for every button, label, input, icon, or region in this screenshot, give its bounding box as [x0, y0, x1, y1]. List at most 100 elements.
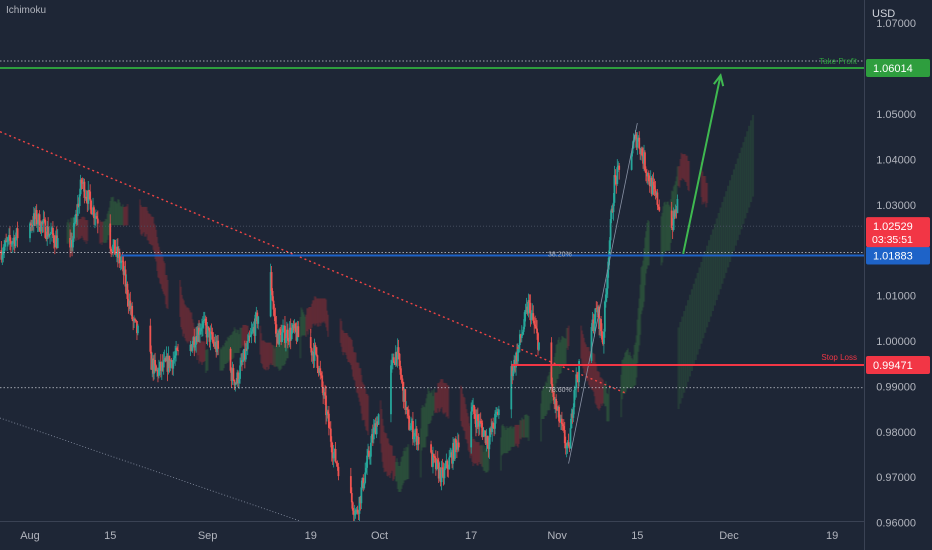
candle-body	[190, 344, 193, 351]
candle-body	[14, 236, 17, 247]
candle-body	[411, 420, 413, 427]
cloud-segment	[220, 347, 224, 371]
cloud-segment	[603, 385, 607, 407]
candle	[312, 342, 315, 369]
candle	[571, 409, 574, 424]
stop-loss-tag[interactable]: 0.99471	[866, 356, 930, 375]
candle-body	[250, 331, 253, 335]
candle-body	[2, 251, 5, 255]
price-tick-label: 1.01000	[876, 291, 916, 303]
candle	[395, 351, 398, 367]
cloud-segment	[309, 306, 312, 333]
candle	[176, 346, 178, 352]
cloud-segment	[122, 207, 125, 226]
candle-body	[560, 418, 562, 422]
cloud-segment	[166, 279, 169, 310]
candle	[413, 428, 416, 447]
cloud-segment	[435, 392, 439, 414]
candle-body	[369, 456, 371, 458]
cloud-segment	[510, 425, 513, 447]
candle	[75, 204, 78, 226]
candle	[538, 342, 540, 352]
cloud-segment	[202, 341, 206, 362]
candle	[440, 460, 443, 491]
candle-body	[3, 246, 6, 252]
candle	[449, 447, 452, 458]
candle-body	[56, 238, 59, 249]
cloud-segment	[225, 341, 228, 364]
candle-body	[450, 452, 453, 456]
candle-body	[558, 406, 560, 422]
cloud-segment	[301, 309, 304, 336]
candle	[533, 317, 536, 334]
cloud-segment	[484, 448, 487, 473]
candle	[605, 279, 608, 303]
cloud-segment	[349, 338, 353, 366]
indicator-label[interactable]: Ichimoku	[6, 5, 47, 16]
candle-body	[8, 235, 10, 239]
cloud-segment	[516, 424, 519, 447]
candle-body	[204, 318, 207, 326]
cloud-segment	[384, 433, 387, 472]
plot-area	[0, 60, 864, 521]
cloud-segment	[224, 340, 228, 365]
candle-body	[482, 431, 485, 437]
cloud-segment	[185, 307, 188, 342]
cloud-segment	[265, 342, 269, 368]
cloud-segment	[78, 218, 81, 239]
cloud-segment	[421, 405, 424, 448]
cloud-segment	[638, 298, 641, 346]
cloud-segment	[359, 368, 362, 406]
candle-body	[401, 378, 404, 383]
cloud-segment	[686, 300, 690, 382]
candle-body	[397, 347, 400, 354]
cloud-segment	[112, 196, 115, 226]
candle	[275, 315, 278, 347]
candle	[331, 442, 334, 465]
candle	[552, 390, 555, 401]
candle	[518, 345, 520, 353]
candle-body	[457, 442, 460, 448]
cloud-segment	[326, 310, 329, 331]
cloud-segment	[675, 176, 678, 199]
candle-body	[360, 487, 363, 504]
candles	[0, 129, 679, 521]
time-tick-label: Sep	[198, 530, 218, 542]
candle	[568, 444, 571, 452]
candle	[578, 358, 580, 387]
candle	[370, 428, 373, 443]
cloud-segment	[344, 332, 347, 353]
candle	[593, 314, 596, 337]
candle	[639, 148, 642, 160]
cloud-segment	[356, 362, 359, 394]
candle-body	[1, 254, 4, 260]
candle	[564, 436, 567, 455]
cloud-segment	[661, 212, 664, 263]
cloud-segment	[557, 339, 560, 379]
cloud-segment	[100, 221, 103, 245]
candle	[354, 508, 357, 519]
candle	[570, 408, 573, 429]
candle-body	[495, 412, 497, 414]
candle	[569, 418, 572, 449]
candle-body	[317, 368, 320, 373]
candle-body	[372, 427, 375, 440]
candle-body	[443, 468, 446, 479]
candle	[165, 346, 168, 362]
price-tick-label: 1.07000	[876, 18, 916, 30]
support-tag[interactable]: 1.01883	[866, 246, 930, 265]
candle-body	[163, 358, 166, 360]
candle	[328, 421, 331, 429]
cloud-segment	[643, 248, 646, 302]
candle-body	[552, 392, 555, 397]
cloud-segment	[704, 251, 707, 333]
candle	[554, 397, 557, 414]
cloud-segment	[687, 160, 691, 192]
candle-body	[672, 210, 675, 230]
candle-body	[55, 235, 58, 249]
take-profit-tag[interactable]: 1.06014	[866, 58, 930, 77]
candle	[327, 409, 329, 419]
